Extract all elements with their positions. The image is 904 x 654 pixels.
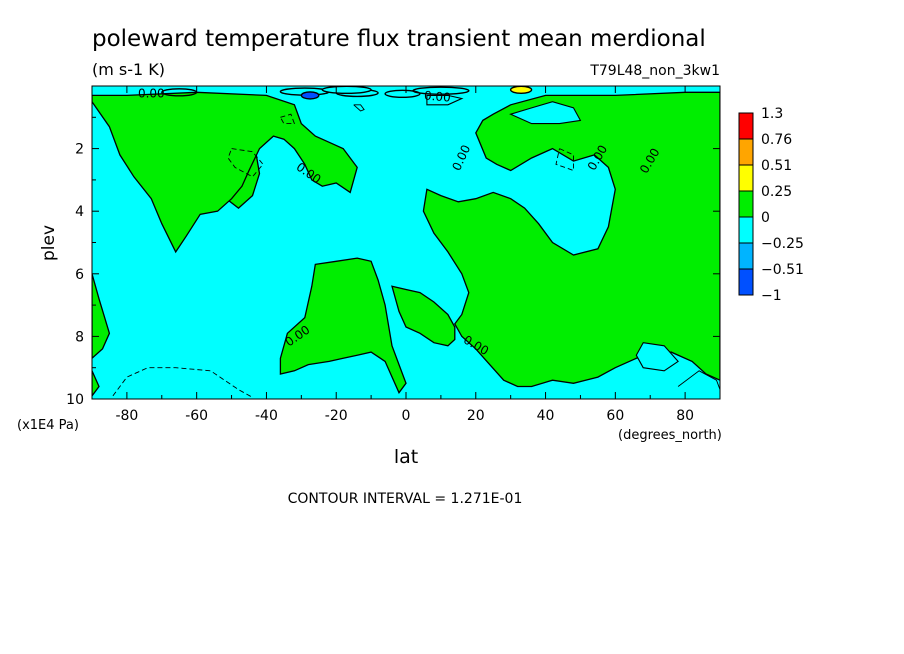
colorbar-label: 1.3 (761, 106, 783, 122)
dashed-contour-3 (112, 367, 253, 398)
y-axis: 2 4 6 8 10 (66, 116, 720, 408)
dashed-contour-2 (280, 113, 296, 125)
x-tick-label: 40 (537, 408, 555, 424)
x-tick-label: 60 (606, 408, 624, 424)
colorbar-label: −1 (761, 288, 782, 304)
boundary-contour-3 (321, 86, 372, 94)
x-axis: -80 -60 -40 -20 0 20 40 60 80 (91, 86, 721, 424)
colorbar-swatch (738, 138, 754, 166)
colorbar-swatch (738, 216, 754, 244)
chart-title: poleward temperature flux transient mean… (92, 26, 706, 52)
positive-region-5 (422, 91, 720, 388)
colorbar-swatch (738, 164, 754, 192)
positive-region-2 (92, 91, 358, 254)
x-tick-label: -20 (325, 408, 348, 424)
contour-label: 0.00 (138, 86, 165, 100)
x-tick-label: -40 (255, 408, 278, 424)
colorbar-label: −0.25 (761, 236, 804, 252)
y-tick-label: 10 (66, 392, 84, 408)
thin-contour-1 (353, 104, 365, 112)
y-tick-label: 6 (75, 267, 84, 283)
colorbar-swatch (738, 242, 754, 270)
colorbar-label: 0.76 (761, 132, 792, 148)
colorbar-label: −0.51 (761, 262, 804, 278)
colorbar-swatch (738, 190, 754, 218)
thin-contour-2 (677, 370, 720, 390)
contour-interval-note: CONTOUR INTERVAL = 1.271E-01 (288, 491, 523, 507)
negative-region-2 (509, 101, 582, 125)
negative-region-1 (635, 342, 679, 372)
y-tick-label: 4 (75, 204, 84, 220)
y-tick-label: 2 (75, 142, 84, 158)
positive-region-6 (279, 257, 407, 394)
units-label: (m s-1 K) (92, 60, 165, 79)
boundary-contour-6 (509, 86, 533, 94)
boundary-contour-8 (300, 91, 320, 100)
positive-region-4 (92, 370, 100, 397)
boundary-contour-5 (412, 86, 470, 95)
x-tick-label: -80 (115, 408, 138, 424)
positive-region-7 (391, 285, 456, 347)
x-tick-label: 80 (676, 408, 694, 424)
colorbar: 1.3 0.76 0.51 0.25 0 −0.25 −0.51 −1 (738, 106, 804, 304)
positive-region-3 (92, 273, 111, 360)
colorbar-swatch (738, 268, 754, 296)
contour-label: 0.00 (424, 88, 452, 104)
y-axis-units: (x1E4 Pa) (17, 418, 79, 433)
colorbar-swatch (738, 112, 754, 140)
x-axis-label: lat (394, 446, 418, 468)
negative-region-3 (426, 94, 464, 106)
x-tick-label: 20 (467, 408, 485, 424)
y-tick-label: 8 (75, 329, 84, 345)
x-tick-label: 0 (402, 408, 411, 424)
colorbar-label: 0 (761, 210, 770, 226)
plot-area: 0.000.000.000.000.000.000.00 0.00 (91, 85, 721, 400)
dashed-contour-4 (555, 148, 574, 172)
colorbar-label: 0.25 (761, 184, 792, 200)
x-tick-label: -60 (185, 408, 208, 424)
run-label: T79L48_non_3kw1 (589, 63, 720, 79)
x-axis-units: (degrees_north) (618, 428, 722, 443)
y-axis-label: plev (39, 225, 59, 261)
colorbar-label: 0.51 (761, 158, 792, 174)
